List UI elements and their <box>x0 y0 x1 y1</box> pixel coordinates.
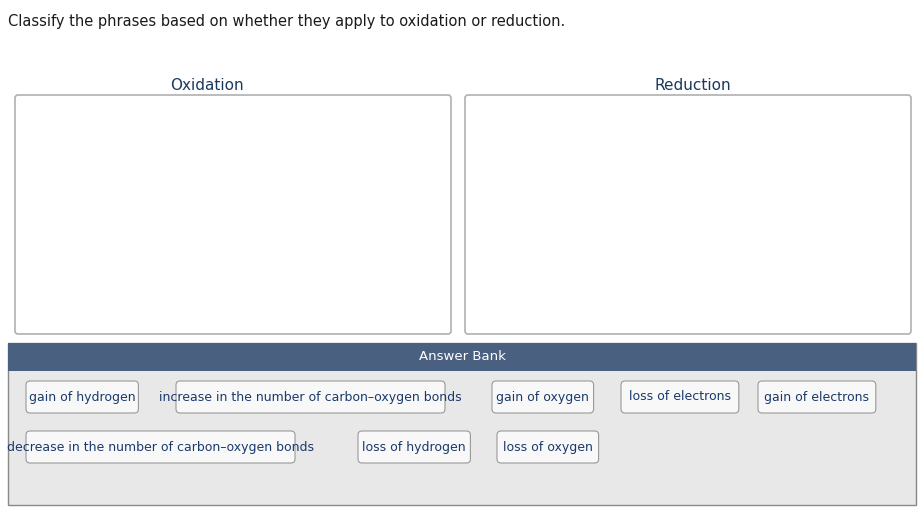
Text: loss of oxygen: loss of oxygen <box>503 440 592 453</box>
FancyBboxPatch shape <box>492 381 593 413</box>
Text: Answer Bank: Answer Bank <box>419 351 505 363</box>
FancyBboxPatch shape <box>26 381 139 413</box>
Text: Reduction: Reduction <box>655 78 731 93</box>
Text: Oxidation: Oxidation <box>170 78 244 93</box>
FancyBboxPatch shape <box>15 95 451 334</box>
Bar <box>8 343 916 371</box>
FancyBboxPatch shape <box>465 95 911 334</box>
Text: decrease in the number of carbon–oxygen bonds: decrease in the number of carbon–oxygen … <box>7 440 314 453</box>
FancyBboxPatch shape <box>621 381 739 413</box>
Text: loss of electrons: loss of electrons <box>629 390 731 404</box>
FancyBboxPatch shape <box>358 431 470 463</box>
FancyBboxPatch shape <box>26 431 295 463</box>
Text: gain of oxygen: gain of oxygen <box>496 390 590 404</box>
Text: Classify the phrases based on whether they apply to oxidation or reduction.: Classify the phrases based on whether th… <box>8 14 565 29</box>
Text: gain of electrons: gain of electrons <box>764 390 869 404</box>
FancyBboxPatch shape <box>497 431 599 463</box>
FancyBboxPatch shape <box>176 381 445 413</box>
Text: gain of hydrogen: gain of hydrogen <box>29 390 136 404</box>
Bar <box>8 343 916 505</box>
Text: loss of hydrogen: loss of hydrogen <box>362 440 466 453</box>
Text: increase in the number of carbon–oxygen bonds: increase in the number of carbon–oxygen … <box>159 390 462 404</box>
FancyBboxPatch shape <box>758 381 876 413</box>
